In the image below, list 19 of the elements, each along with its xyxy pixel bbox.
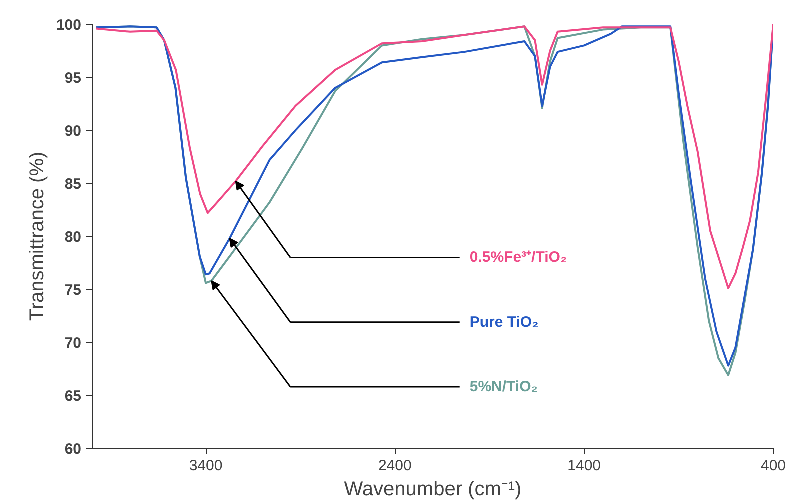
- y-tick-label: 75: [64, 282, 82, 299]
- y-tick-label: 80: [64, 229, 82, 246]
- line-series: [95, 24, 774, 290]
- y-axis-title: Transmittrance (%): [26, 152, 48, 322]
- text: 5%N/TiO₂: [470, 378, 538, 396]
- y-tick-label: 60: [64, 441, 82, 458]
- y-tick-label: 100: [56, 17, 82, 34]
- x-tick-label: 1400: [568, 458, 602, 474]
- x-tick-label: 400: [760, 458, 786, 474]
- y-tick-label: 95: [64, 70, 82, 87]
- y-tick-label: 90: [64, 123, 82, 140]
- y-tick-label: 65: [64, 388, 82, 405]
- x-tick-label: 3400: [189, 458, 223, 474]
- x-axis-title: Wavenumber (cm⁻¹): [344, 478, 522, 500]
- text: Pure TiO₂: [470, 314, 539, 331]
- y-tick-label: 70: [64, 335, 82, 352]
- y-tick-label: 85: [64, 176, 82, 193]
- x-tick-label: 2400: [378, 458, 412, 474]
- text: 0.5%Fe³⁺/TiO₂: [470, 249, 568, 266]
